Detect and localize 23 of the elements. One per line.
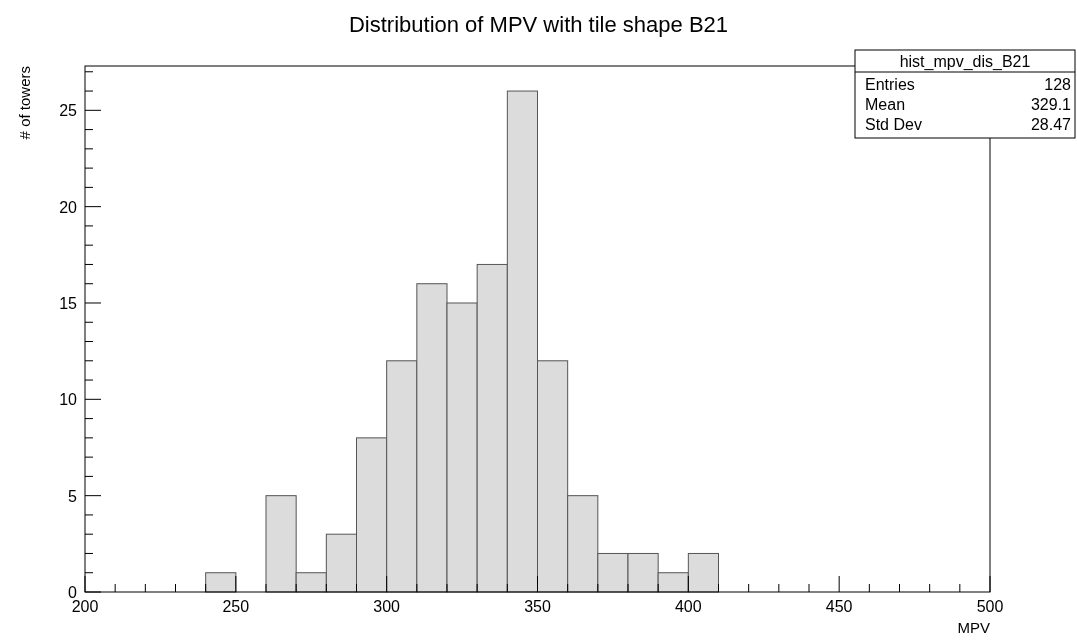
x-axis-title: MPV (957, 619, 990, 636)
y-tick-label: 0 (68, 584, 78, 601)
y-axis-title: # of towers (16, 66, 33, 140)
y-tick-label: 20 (59, 198, 78, 216)
y-tick-label: 5 (68, 487, 78, 505)
annotation: hist_mpv_dis_B21 (899, 53, 1031, 71)
x-tick-label: 200 (71, 598, 99, 615)
y-tick-label: 10 (59, 391, 78, 409)
x-tick-label: 450 (825, 598, 853, 615)
text: 28.47 (1030, 116, 1072, 133)
y-tick-label: 15 (59, 294, 78, 312)
x-tick-label: 400 (674, 598, 702, 615)
chart-title: Distribution of MPV with tile shape B21 (348, 12, 729, 37)
annotation: Mean (865, 96, 906, 113)
y-tick-label: 25 (59, 102, 78, 120)
annotation: Std Dev (865, 116, 922, 133)
text: 128 (1044, 76, 1072, 93)
annotation: Entries (865, 76, 915, 93)
text: 329.1 (1030, 96, 1072, 113)
x-tick-label: 300 (373, 598, 401, 615)
x-tick-label: 500 (976, 598, 1004, 615)
x-tick-label: 350 (524, 598, 551, 615)
x-tick-label: 250 (222, 598, 250, 615)
